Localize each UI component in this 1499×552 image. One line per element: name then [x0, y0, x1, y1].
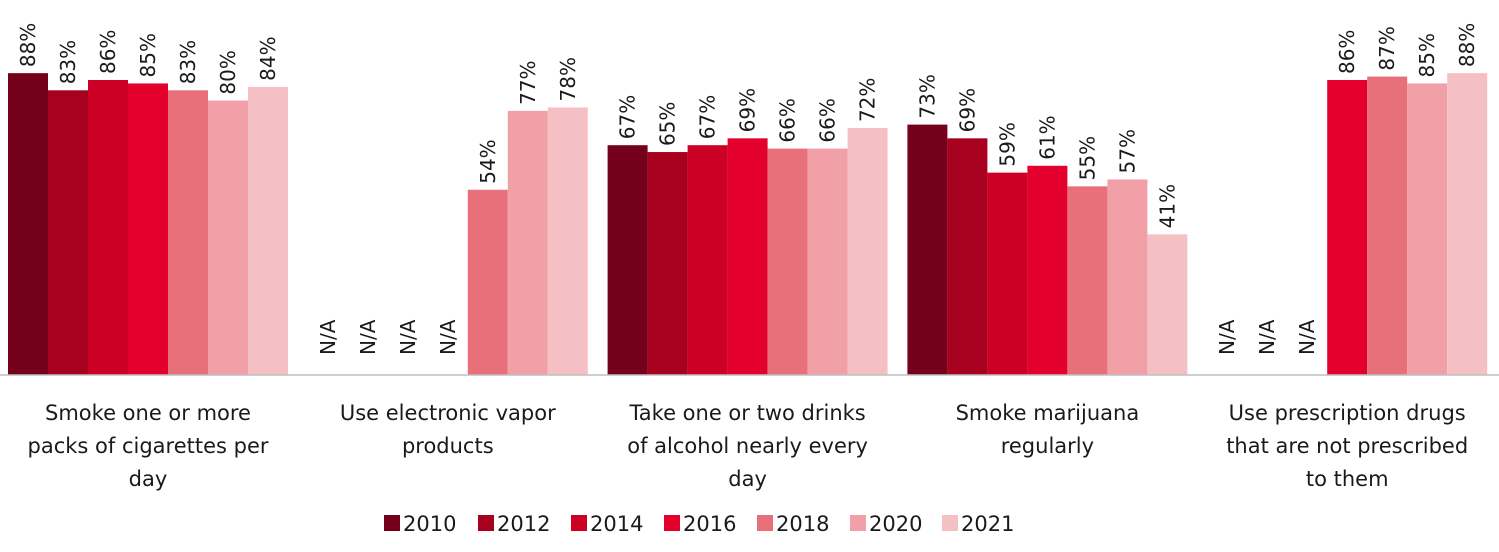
value-label: 55% [1075, 136, 1099, 180]
bar [128, 83, 168, 375]
bar [88, 80, 128, 376]
value-label: 88% [1455, 23, 1479, 67]
bar [807, 148, 848, 375]
category-label: products [402, 434, 494, 458]
category-label: Take one or two drinks [628, 401, 865, 425]
category-label: regularly [1001, 434, 1094, 458]
legend: 2010 2012 2014 2016 2018 2020 2021 [384, 512, 1014, 536]
na-label: N/A [316, 319, 340, 355]
bar [847, 128, 888, 375]
na-label: N/A [396, 319, 420, 355]
value-label: 61% [1035, 115, 1059, 159]
category-label: day [129, 467, 168, 491]
bar [987, 172, 1028, 375]
bar [1407, 83, 1448, 375]
legend-swatch [478, 515, 494, 531]
category-label: of alcohol nearly every [627, 434, 868, 458]
bar [248, 86, 288, 375]
bar [1147, 234, 1188, 375]
bar [168, 90, 208, 375]
value-label: 72% [856, 78, 880, 122]
category-label: day [728, 467, 767, 491]
bar [1367, 76, 1408, 375]
value-label: 54% [476, 139, 500, 183]
value-label: 86% [1335, 30, 1359, 74]
legend-swatch [850, 515, 866, 531]
na-label: N/A [1295, 319, 1319, 355]
value-label: 83% [176, 40, 200, 84]
category-label: to them [1306, 467, 1389, 491]
value-label: 78% [556, 57, 580, 101]
na-label: N/A [436, 319, 460, 355]
bar [647, 152, 688, 375]
legend-swatch [942, 515, 958, 531]
bar [947, 138, 988, 375]
value-label: 85% [136, 33, 160, 77]
value-label: 67% [616, 95, 640, 139]
category-label: packs of cigarettes per [28, 434, 269, 458]
bar [467, 189, 508, 375]
bar [1107, 179, 1148, 375]
bar [907, 124, 948, 375]
category-label: Smoke marijuana [956, 401, 1140, 425]
bar [208, 100, 248, 375]
bar [8, 73, 48, 375]
category-label: Use electronic vapor [340, 401, 556, 425]
bar [1027, 165, 1068, 375]
value-label: 65% [656, 102, 680, 146]
legend-label: 2012 [497, 512, 550, 536]
category-labels-layer: Smoke one or more packs of cigarettes per… [28, 401, 1469, 491]
bar [1067, 186, 1108, 375]
value-label: 85% [1415, 33, 1439, 77]
bar [507, 110, 548, 375]
bar [687, 145, 728, 375]
legend-label: 2016 [683, 512, 736, 536]
bar [767, 148, 808, 375]
value-label: 69% [955, 88, 979, 132]
value-label: 77% [516, 60, 540, 104]
na-label: N/A [1215, 319, 1239, 355]
legend-label: 2010 [403, 512, 456, 536]
bar [1447, 73, 1488, 375]
bar [1327, 80, 1368, 376]
value-label: 41% [1155, 184, 1179, 228]
legend-swatch [757, 515, 773, 531]
value-label: 59% [995, 122, 1019, 166]
legend-swatch [384, 515, 400, 531]
value-label: 73% [915, 74, 939, 118]
bar [727, 138, 768, 375]
legend-label: 2021 [961, 512, 1014, 536]
value-label: 66% [816, 98, 840, 142]
value-label: 84% [256, 36, 280, 80]
na-label: N/A [1255, 319, 1279, 355]
value-label: 80% [216, 50, 240, 94]
category-label: Use prescription drugs [1229, 401, 1466, 425]
value-label: 67% [696, 95, 720, 139]
value-label: 69% [736, 88, 760, 132]
value-labels-layer: 88% 83% 86% 85% 83% 80% 84% N/A N/A N/A N/A 54% 77% 7… [16, 23, 1479, 355]
bars-layer [8, 73, 1488, 376]
legend-label: 2018 [776, 512, 829, 536]
value-label: 66% [776, 98, 800, 142]
value-label: 83% [56, 40, 80, 84]
legend-label: 2014 [590, 512, 643, 536]
value-label: 57% [1115, 129, 1139, 173]
category-label: that are not prescribed [1226, 434, 1468, 458]
legend-swatch [571, 515, 587, 531]
value-label: 88% [16, 23, 40, 67]
value-label: 87% [1375, 26, 1399, 70]
legend-label: 2020 [869, 512, 922, 536]
bar [607, 145, 648, 375]
bar [547, 107, 588, 376]
legend-swatch [664, 515, 680, 531]
category-label: Smoke one or more [45, 401, 251, 425]
value-label: 86% [96, 30, 120, 74]
bar [48, 90, 88, 375]
na-label: N/A [356, 319, 380, 355]
